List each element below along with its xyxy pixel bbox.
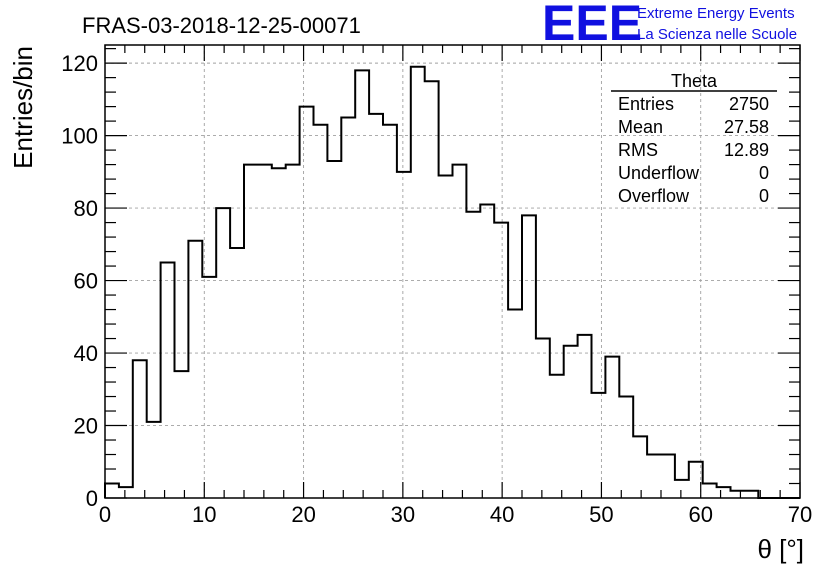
stats-value-underflow: 0 xyxy=(759,163,769,183)
y-tick-label-0: 0 xyxy=(86,486,98,511)
bin-17 xyxy=(341,117,355,498)
bin-12 xyxy=(272,168,286,498)
stats-box: Theta Entries 2750 Mean 27.58 RMS 12.89 Underf… xyxy=(611,71,777,206)
histogram-outline xyxy=(104,65,800,499)
bin-18 xyxy=(355,70,369,498)
logo-line-2: La Scienza nelle Scuole xyxy=(637,26,797,43)
bin-9 xyxy=(230,248,244,498)
bin-27 xyxy=(480,204,494,498)
bin-43 xyxy=(703,484,717,498)
bin-25 xyxy=(453,165,467,498)
stats-label-underflow: Underflow xyxy=(618,163,700,183)
bin-16 xyxy=(327,161,341,498)
bin-34 xyxy=(578,335,592,498)
bin-40 xyxy=(661,455,675,498)
x-tick-label-3: 30 xyxy=(391,502,415,527)
bin-39 xyxy=(647,455,661,498)
stats-value-mean: 27.58 xyxy=(724,117,769,137)
x-tick-label-2: 20 xyxy=(291,502,315,527)
y-axis-title: Entries/bin xyxy=(8,46,38,169)
bin-20 xyxy=(383,125,397,498)
bin-5 xyxy=(175,371,189,498)
bin-22 xyxy=(411,67,425,498)
tick-labels: 0 10 20 30 40 50 60 70 0 20 40 60 80 100 120 xyxy=(61,51,812,527)
bin-28 xyxy=(494,223,508,498)
bin-36 xyxy=(605,357,619,498)
bin-0 xyxy=(105,484,119,498)
histogram xyxy=(104,65,800,499)
bin-8 xyxy=(216,208,230,498)
logo-line-1: Extreme Energy Events xyxy=(637,5,795,22)
bin-41 xyxy=(675,480,689,498)
eee-logo: EEE Extreme Energy Events La Scienza nel… xyxy=(542,0,797,51)
stats-value-entries: 2750 xyxy=(729,94,769,114)
bin-45 xyxy=(731,491,745,498)
bin-37 xyxy=(619,397,633,498)
bin-4 xyxy=(161,262,175,498)
bin-23 xyxy=(425,81,439,498)
stats-value-overflow: 0 xyxy=(759,186,769,206)
x-axis-title: θ [°] xyxy=(757,534,804,564)
bin-11 xyxy=(258,165,272,498)
bin-35 xyxy=(592,393,606,498)
bin-44 xyxy=(717,487,731,498)
bin-32 xyxy=(550,375,564,498)
stats-value-rms: 12.89 xyxy=(724,140,769,160)
axes xyxy=(104,44,801,499)
bin-31 xyxy=(536,339,550,498)
logo-mark: EEE xyxy=(542,0,642,51)
y-tick-label-2: 40 xyxy=(74,341,98,366)
x-tick-label-0: 0 xyxy=(99,502,111,527)
bin-29 xyxy=(508,310,522,498)
bin-21 xyxy=(397,172,411,498)
stats-label-overflow: Overflow xyxy=(618,186,690,206)
bin-38 xyxy=(633,436,647,498)
plot-frame xyxy=(104,44,801,499)
bin-46 xyxy=(744,491,758,498)
bin-3 xyxy=(147,422,161,498)
y-tick-label-5: 100 xyxy=(61,124,98,149)
x-tick-label-7: 70 xyxy=(788,502,812,527)
bin-1 xyxy=(119,487,133,498)
bin-26 xyxy=(466,212,480,498)
x-tick-label-6: 60 xyxy=(688,502,712,527)
bin-13 xyxy=(286,165,300,498)
bin-30 xyxy=(522,215,536,498)
y-tick-label-3: 60 xyxy=(74,269,98,294)
bin-14 xyxy=(300,107,314,498)
y-tick-label-6: 120 xyxy=(61,51,98,76)
y-tick-label-1: 20 xyxy=(74,414,98,439)
y-tick-label-4: 80 xyxy=(74,196,98,221)
stats-label-entries: Entries xyxy=(618,94,674,114)
stats-title: Theta xyxy=(671,71,718,91)
stats-label-rms: RMS xyxy=(618,140,658,160)
bin-15 xyxy=(314,125,328,498)
chart-title: FRAS-03-2018-12-25-00071 xyxy=(82,13,361,38)
x-tick-label-4: 40 xyxy=(490,502,514,527)
bin-24 xyxy=(439,175,453,498)
bin-10 xyxy=(244,165,258,498)
stats-label-mean: Mean xyxy=(618,117,663,137)
bin-19 xyxy=(369,114,383,498)
bin-33 xyxy=(564,346,578,498)
x-tick-label-1: 10 xyxy=(192,502,216,527)
bin-2 xyxy=(133,360,147,498)
bin-6 xyxy=(188,241,202,498)
bin-7 xyxy=(202,277,216,498)
x-tick-label-5: 50 xyxy=(589,502,613,527)
